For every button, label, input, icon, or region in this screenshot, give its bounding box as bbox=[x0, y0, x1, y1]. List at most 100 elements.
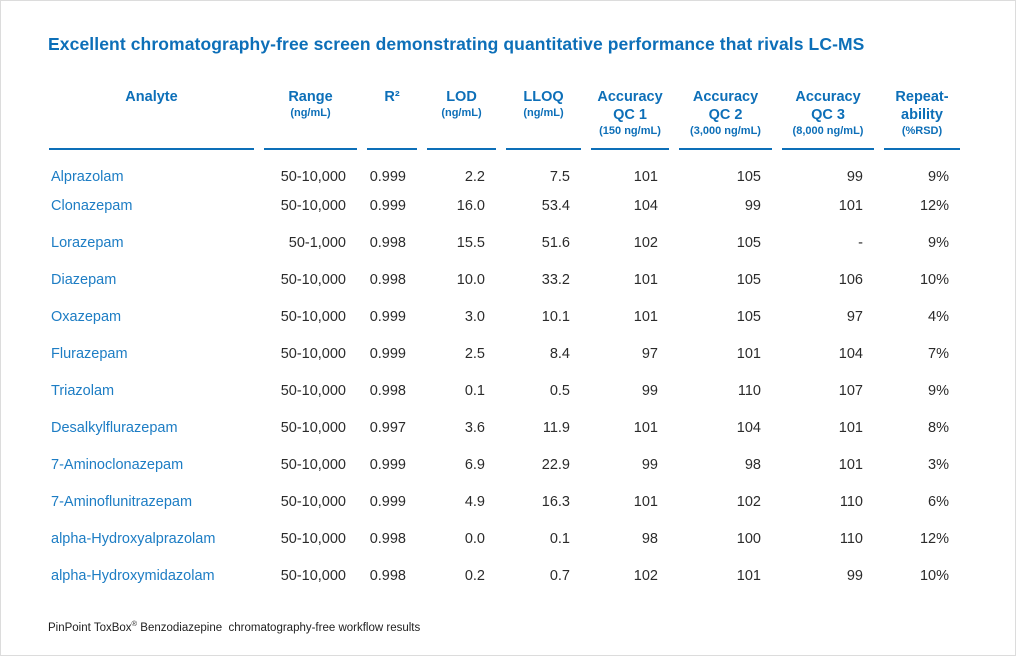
value-cell: 50-10,000 bbox=[280, 271, 346, 288]
value-cell: 0.0 bbox=[464, 530, 485, 547]
value-cell: 105 bbox=[736, 234, 761, 251]
value-cell: 53.4 bbox=[541, 197, 570, 214]
table-row: alpha-Hydroxyalprazolam 50-10,000 0.998 0.0… bbox=[49, 520, 960, 557]
analyte-cell: Alprazolam bbox=[51, 169, 124, 185]
table-row: Triazolam 50-10,000 0.998 0.1 0.5 99 110 107 9% bbox=[49, 372, 960, 409]
table-row: Diazepam 50-10,000 0.998 10.0 33.2 101 105 106 1… bbox=[49, 261, 960, 298]
column-header: LLOQ (ng/mL) bbox=[506, 88, 581, 150]
table-row: Desalkylflurazepam 50-10,000 0.997 3.6 11.9 1… bbox=[49, 409, 960, 446]
value-cell: 110 bbox=[839, 530, 863, 547]
table-row: Oxazepam 50-10,000 0.999 3.0 10.1 101 105 97 4% bbox=[49, 298, 960, 335]
value-cell: 50-10,000 bbox=[280, 345, 346, 362]
table-row: Lorazepam 50-1,000 0.998 15.5 51.6 102 105 - 9% bbox=[49, 224, 960, 261]
value-cell: 110 bbox=[839, 493, 863, 510]
product-name: PinPoint ToxBox bbox=[48, 621, 132, 634]
value-cell: 97 bbox=[641, 345, 658, 362]
analyte-cell: Desalkylflurazepam bbox=[51, 419, 178, 436]
value-cell: 16.3 bbox=[541, 493, 570, 510]
value-cell: 0.998 bbox=[369, 271, 406, 288]
value-cell: - bbox=[858, 234, 863, 251]
value-cell: 6% bbox=[928, 493, 949, 510]
value-cell: 50-10,000 bbox=[280, 456, 346, 473]
value-cell: 101 bbox=[736, 345, 761, 362]
value-cell: 50-10,000 bbox=[280, 567, 346, 584]
value-cell: 99 bbox=[641, 456, 658, 473]
value-cell: 2.2 bbox=[464, 169, 485, 185]
value-cell: 102 bbox=[633, 567, 658, 584]
footer-caption: PinPoint ToxBox® Benzodiazepine chromato… bbox=[48, 619, 1015, 634]
table-row: 7-Aminoflunitrazepam 50-10,000 0.999 4.9 16.… bbox=[49, 483, 960, 520]
column-header: Accuracy QC 3 (8,000 ng/mL) bbox=[782, 88, 874, 150]
value-cell: 51.6 bbox=[541, 234, 570, 251]
value-cell: 8% bbox=[928, 419, 949, 436]
table-row: alpha-Hydroxymidazolam 50-10,000 0.998 0.2 0… bbox=[49, 557, 960, 594]
table-row: 7-Aminoclonazepam 50-10,000 0.999 6.9 22.9 99… bbox=[49, 446, 960, 483]
value-cell: 3% bbox=[928, 456, 949, 473]
value-cell: 110 bbox=[737, 382, 761, 399]
value-cell: 106 bbox=[838, 271, 863, 288]
value-cell: 12% bbox=[919, 530, 949, 547]
value-cell: 50-10,000 bbox=[280, 169, 346, 185]
value-cell: 102 bbox=[736, 493, 761, 510]
value-cell: 8.4 bbox=[549, 345, 570, 362]
column-header: Accuracy QC 2 (3,000 ng/mL) bbox=[679, 88, 772, 150]
value-cell: 4.9 bbox=[464, 493, 485, 510]
value-cell: 0.999 bbox=[369, 493, 406, 510]
analyte-cell: alpha-Hydroxymidazolam bbox=[51, 567, 215, 584]
header-row: Analyte Range (ng/mL) R² LOD (ng/mL) LLOQ (ng/m… bbox=[49, 88, 960, 150]
column-header: Repeat- ability (%RSD) bbox=[884, 88, 960, 150]
registered-mark: ® bbox=[131, 619, 138, 628]
analyte-cell: Diazepam bbox=[51, 271, 117, 288]
value-cell: 104 bbox=[838, 345, 863, 362]
value-cell: 0.998 bbox=[369, 234, 406, 251]
value-cell: 101 bbox=[633, 493, 658, 510]
value-cell: 4% bbox=[928, 308, 949, 325]
column-header: Analyte bbox=[49, 88, 254, 150]
column-header: Accuracy QC 1 (150 ng/mL) bbox=[591, 88, 669, 150]
value-cell: 101 bbox=[838, 197, 863, 214]
value-cell: 9% bbox=[928, 234, 949, 251]
value-cell: 99 bbox=[744, 197, 761, 214]
value-cell: 6.9 bbox=[464, 456, 485, 473]
value-cell: 9% bbox=[928, 169, 949, 185]
value-cell: 11.9 bbox=[542, 419, 570, 436]
value-cell: 105 bbox=[736, 271, 761, 288]
value-cell: 15.5 bbox=[456, 234, 485, 251]
column-header: Range (ng/mL) bbox=[264, 88, 357, 150]
table-row: Alprazolam 50-10,000 0.999 2.2 7.5 101 105 99 9% bbox=[49, 150, 960, 187]
value-cell: 10.1 bbox=[541, 308, 570, 325]
page-title: Excellent chromatography-free screen dem… bbox=[48, 34, 865, 54]
value-cell: 97 bbox=[846, 308, 863, 325]
value-cell: 0.1 bbox=[464, 382, 485, 399]
value-cell: 50-1,000 bbox=[288, 234, 346, 251]
results-table: Analyte Range (ng/mL) R² LOD (ng/mL) LLOQ (ng/m… bbox=[39, 88, 970, 594]
value-cell: 0.999 bbox=[369, 345, 406, 362]
value-cell: 101 bbox=[838, 456, 863, 473]
value-cell: 100 bbox=[736, 530, 761, 547]
value-cell: 104 bbox=[633, 197, 658, 214]
value-cell: 50-10,000 bbox=[280, 419, 346, 436]
column-header: R² bbox=[367, 88, 417, 150]
value-cell: 0.999 bbox=[369, 308, 406, 325]
analyte-cell: Oxazepam bbox=[51, 308, 122, 325]
value-cell: 2.5 bbox=[464, 345, 485, 362]
table-row: Clonazepam 50-10,000 0.999 16.0 53.4 104 99 101… bbox=[49, 187, 960, 224]
value-cell: 9% bbox=[928, 382, 949, 399]
value-cell: 0.998 bbox=[369, 530, 406, 547]
value-cell: 0.2 bbox=[464, 567, 485, 584]
table-body: Alprazolam 50-10,000 0.999 2.2 7.5 101 105 99 9%… bbox=[49, 150, 960, 594]
value-cell: 7% bbox=[928, 345, 949, 362]
value-cell: 101 bbox=[838, 419, 863, 436]
value-cell: 16.0 bbox=[456, 197, 485, 214]
value-cell: 0.999 bbox=[369, 169, 406, 185]
footer-caption-text: Benzodiazepine chromatography-free workf… bbox=[137, 621, 421, 634]
value-cell: 98 bbox=[744, 456, 761, 473]
value-cell: 0.5 bbox=[549, 382, 570, 399]
column-header: LOD (ng/mL) bbox=[427, 88, 496, 150]
value-cell: 7.5 bbox=[549, 169, 570, 185]
value-cell: 3.6 bbox=[464, 419, 485, 436]
analyte-cell: Lorazepam bbox=[51, 234, 124, 251]
value-cell: 12% bbox=[919, 197, 949, 214]
value-cell: 0.999 bbox=[369, 197, 406, 214]
